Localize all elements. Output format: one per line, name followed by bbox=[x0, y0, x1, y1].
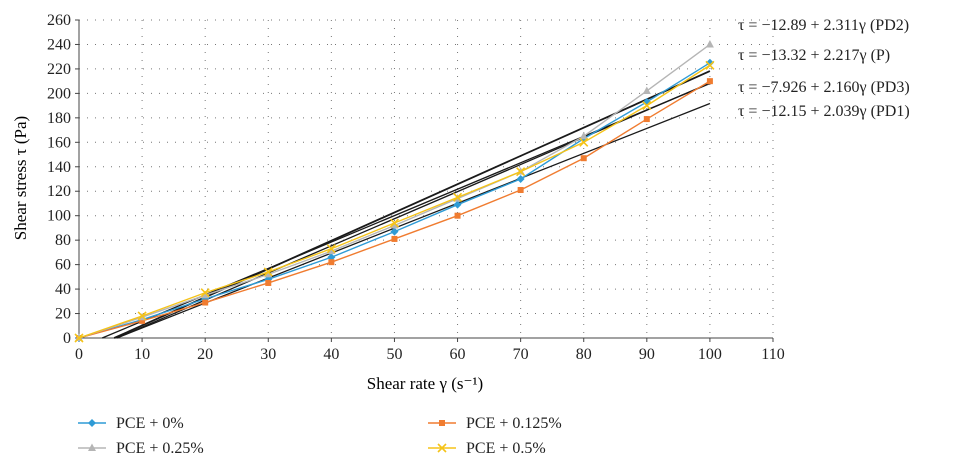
legend-item: PCE + 0.25% bbox=[78, 440, 204, 457]
legend-marker bbox=[88, 419, 96, 427]
x-tick-label: 100 bbox=[698, 346, 722, 363]
data-point bbox=[516, 167, 526, 177]
y-tick-label: 20 bbox=[55, 306, 71, 323]
x-tick-label: 60 bbox=[450, 346, 466, 363]
data-series bbox=[74, 39, 715, 343]
y-tick-label: 200 bbox=[47, 85, 71, 102]
data-point bbox=[389, 218, 400, 228]
data-point bbox=[200, 288, 210, 298]
grid bbox=[79, 19, 774, 338]
fit-equation-label: τ = −7.926 + 2.160γ (PD3) bbox=[738, 79, 910, 96]
data-point bbox=[390, 227, 399, 236]
x-tick-label: 20 bbox=[197, 346, 213, 363]
data-point bbox=[642, 86, 651, 94]
x-tick-label: 50 bbox=[386, 346, 402, 363]
data-point bbox=[391, 235, 398, 242]
y-tick-label: 100 bbox=[47, 208, 71, 225]
x-tick-label: 0 bbox=[75, 346, 83, 363]
legend-item: PCE + 0.5% bbox=[428, 440, 546, 457]
y-tick-label: 0 bbox=[63, 330, 71, 347]
data-point bbox=[643, 116, 650, 123]
data-point bbox=[454, 212, 461, 219]
y-tick-label: 120 bbox=[47, 183, 71, 200]
y-tick-label: 140 bbox=[47, 159, 71, 176]
data-point bbox=[201, 290, 210, 299]
series-group bbox=[75, 39, 714, 341]
data-point bbox=[263, 267, 273, 277]
y-tick-label: 220 bbox=[47, 61, 71, 78]
data-point bbox=[580, 155, 587, 162]
series-group bbox=[74, 60, 715, 343]
data-point bbox=[328, 259, 335, 266]
legend-label: PCE + 0.25% bbox=[116, 440, 204, 457]
x-tick-label: 70 bbox=[513, 346, 529, 363]
data-point bbox=[705, 39, 714, 48]
legend-item: PCE + 0.125% bbox=[428, 415, 562, 432]
data-point bbox=[705, 58, 714, 67]
data-point bbox=[202, 299, 209, 306]
axes: 0 20 40 60 80 100 120 140 160 180 200 220 240 260 0 10 2… bbox=[47, 12, 785, 363]
y-tick-label: 260 bbox=[47, 12, 71, 29]
fit-equation-label: τ = −12.15 + 2.039γ (PD1) bbox=[738, 103, 910, 120]
fit-line bbox=[113, 70, 711, 339]
fit-equation-label: τ = −12.89 + 2.311γ (PD2) bbox=[738, 17, 909, 34]
fit-equation-label: τ = −13.32 + 2.217γ (P) bbox=[738, 47, 890, 64]
legend-label: PCE + 0% bbox=[116, 415, 184, 432]
data-point bbox=[74, 333, 84, 343]
series-line bbox=[78, 62, 711, 339]
series-line bbox=[78, 64, 711, 339]
x-tick-label: 10 bbox=[134, 346, 150, 363]
y-tick-label: 160 bbox=[47, 134, 71, 151]
fit-labels: τ = −12.89 + 2.311γ (PD2) τ = −13.32 + 2.… bbox=[738, 17, 910, 120]
legend-label: PCE + 0.125% bbox=[466, 415, 562, 432]
x-tick-label: 30 bbox=[260, 346, 276, 363]
legend-label: PCE + 0.5% bbox=[466, 440, 546, 457]
x-tick-label: 40 bbox=[323, 346, 339, 363]
data-point bbox=[139, 317, 146, 324]
data-point bbox=[579, 131, 588, 140]
legend-marker bbox=[88, 443, 96, 451]
x-tick-label: 90 bbox=[639, 346, 655, 363]
y-tick-label: 240 bbox=[47, 36, 71, 53]
y-axis-label: Shear stress τ (Pa) bbox=[11, 116, 30, 240]
data-point bbox=[137, 311, 147, 321]
y-tick-label: 40 bbox=[55, 281, 71, 298]
data-point bbox=[579, 137, 589, 147]
x-axis-label: Shear rate γ (s⁻¹) bbox=[367, 374, 483, 393]
legend-marker bbox=[437, 443, 447, 453]
data-point bbox=[516, 175, 525, 183]
data-point bbox=[517, 187, 524, 194]
data-point bbox=[326, 244, 336, 254]
x-tick-label: 110 bbox=[761, 346, 784, 363]
data-point bbox=[265, 279, 272, 286]
data-point bbox=[705, 60, 715, 70]
y-tick-label: 80 bbox=[55, 232, 71, 249]
legend-item: PCE + 0% bbox=[78, 415, 184, 432]
data-point bbox=[390, 220, 399, 229]
data-point bbox=[706, 78, 713, 85]
data-point bbox=[452, 192, 463, 202]
series-group bbox=[76, 78, 713, 341]
data-point bbox=[453, 200, 462, 209]
legend: PCE + 0% PCE + 0.125% PCE + 0.25% PCE + 0.5… bbox=[78, 415, 562, 457]
data-point bbox=[264, 269, 273, 278]
series-group bbox=[75, 58, 714, 342]
y-tick-label: 180 bbox=[47, 110, 71, 127]
data-point bbox=[642, 101, 652, 111]
y-tick-label: 60 bbox=[55, 257, 71, 274]
x-tick-label: 80 bbox=[576, 346, 592, 363]
legend-marker bbox=[439, 420, 445, 426]
data-point bbox=[327, 246, 336, 255]
